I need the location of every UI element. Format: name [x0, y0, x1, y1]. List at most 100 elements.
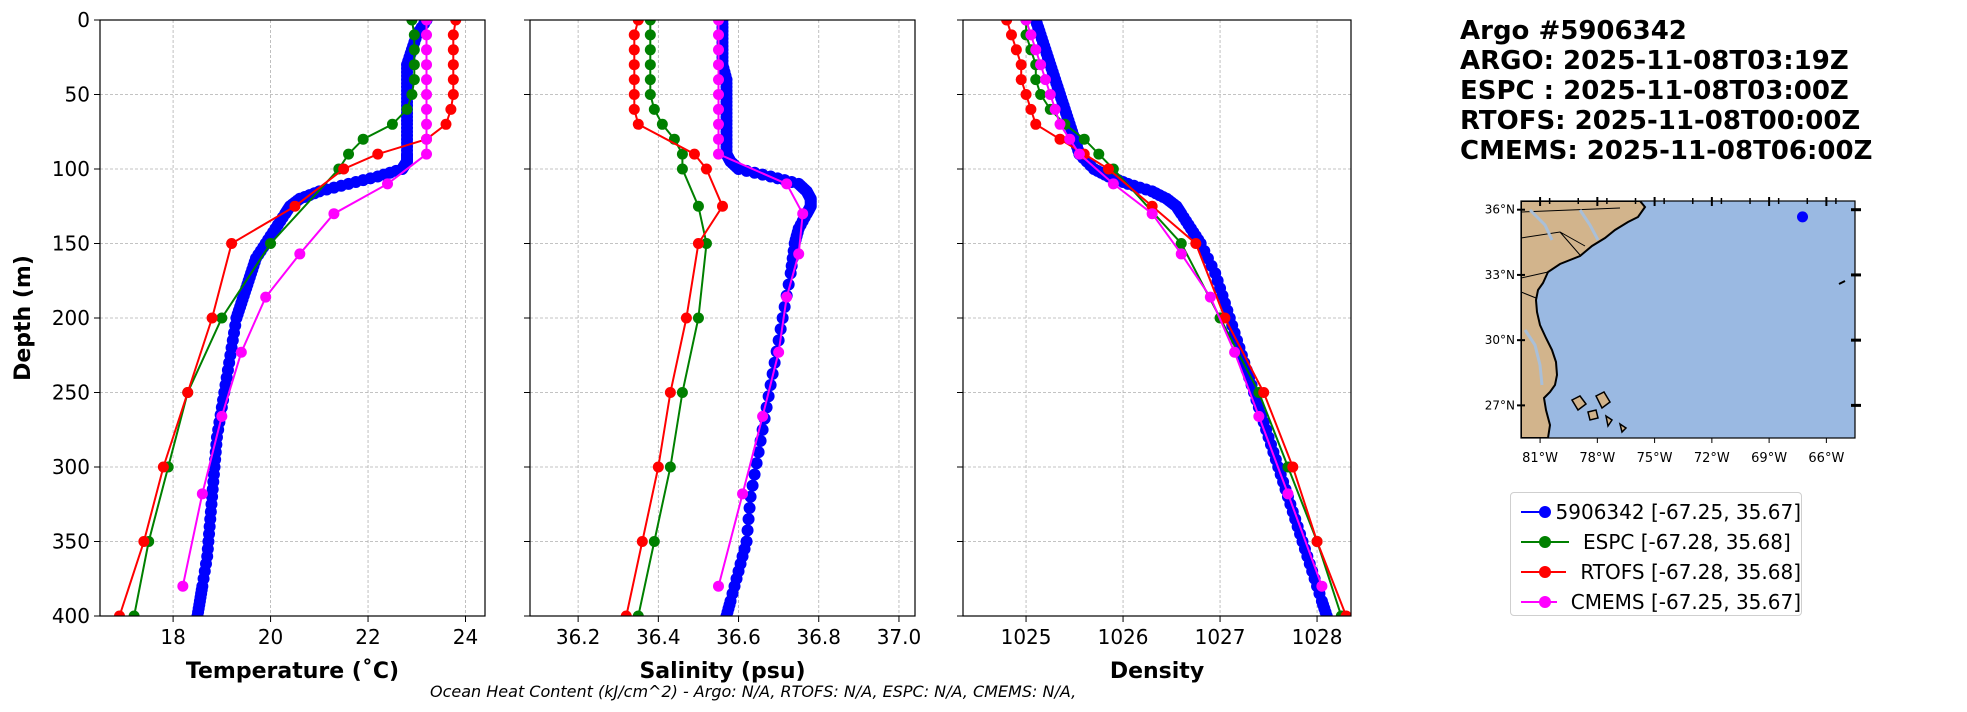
- data-point-cmems: [712, 20, 724, 26]
- data-point-espc: [1035, 89, 1047, 100]
- y-tick-label: 0: [77, 8, 90, 32]
- data-point-espc: [644, 20, 656, 26]
- x-tick-label: 20: [258, 625, 283, 649]
- data-point-rtofs: [206, 312, 218, 324]
- series-group: [1001, 20, 1351, 616]
- map-lon-label: 75°W: [1637, 451, 1673, 466]
- data-point-cmems: [421, 133, 433, 145]
- data-point-cmems: [1054, 118, 1066, 130]
- data-point-espc: [664, 461, 676, 473]
- data-point-cmems: [196, 488, 208, 500]
- data-point-cmems: [1253, 410, 1265, 422]
- map-rivers: [1523, 208, 1600, 386]
- y-axis-label: Depth (m): [11, 255, 36, 381]
- profile-panel-density: 1025 1026 1027 1028 Density: [957, 19, 1352, 684]
- data-point-cmems: [712, 29, 724, 41]
- legend-entry-argo: 5906342 [-67.25, 35.67]: [1511, 497, 1801, 527]
- data-point-5906342: [1320, 610, 1333, 616]
- data-point-rtofs: [1287, 461, 1299, 473]
- data-point-rtofs: [628, 103, 640, 115]
- data-point-cmems: [1039, 74, 1051, 86]
- y-tick-label: 50: [65, 83, 90, 107]
- data-point-cmems: [328, 208, 340, 220]
- data-point-cmems: [216, 410, 228, 422]
- argo-time: ARGO: 2025-11-08T03:19Z: [1460, 46, 1849, 76]
- data-point-espc: [648, 103, 660, 115]
- data-point-espc: [656, 118, 668, 130]
- data-point-rtofs: [1311, 536, 1323, 547]
- y-tick-label: 100: [52, 157, 90, 181]
- data-point-rtofs: [157, 461, 169, 473]
- x-axis-label: Density: [1110, 659, 1204, 684]
- data-point-espc: [676, 387, 688, 398]
- map-land-us-southeast: [1521, 201, 1647, 438]
- data-point-cmems: [712, 44, 724, 56]
- series-group: [113, 20, 462, 616]
- legend-swatch: [1517, 592, 1561, 612]
- x-tick-label: 36.2: [556, 625, 601, 649]
- data-point-espc: [648, 536, 660, 547]
- data-point-rtofs: [717, 200, 728, 212]
- data-point-cmems: [1064, 133, 1076, 145]
- data-point-5906342: [752, 446, 765, 459]
- data-point-rtofs: [628, 59, 640, 71]
- data-point-cmems: [421, 103, 433, 115]
- data-point-rtofs: [1020, 89, 1032, 100]
- data-point-cmems: [1204, 291, 1216, 303]
- data-point-rtofs: [182, 387, 194, 398]
- data-point-cmems: [712, 59, 724, 71]
- data-point-espc: [408, 59, 420, 71]
- data-point-rtofs: [447, 29, 459, 41]
- data-point-5906342: [741, 524, 754, 537]
- legend-swatch: [1517, 532, 1573, 552]
- data-point-rtofs: [445, 103, 457, 115]
- data-point-rtofs: [372, 148, 384, 160]
- data-point-rtofs: [1258, 387, 1270, 398]
- data-point-espc: [676, 163, 688, 175]
- data-point-rtofs: [447, 44, 459, 56]
- legend-label: ESPC [-67.28, 35.68]: [1583, 530, 1791, 554]
- data-point-espc: [408, 74, 420, 86]
- data-point-rtofs: [1219, 312, 1231, 324]
- data-point-cmems: [421, 74, 433, 86]
- data-point-rtofs: [447, 89, 459, 100]
- data-point-5906342: [742, 513, 755, 526]
- data-point-espc: [401, 103, 413, 115]
- data-point-rtofs: [338, 163, 350, 175]
- data-point-cmems: [712, 103, 724, 115]
- data-point-rtofs: [113, 610, 125, 616]
- data-point-cmems: [1020, 20, 1032, 26]
- map-lon-label: 72°W: [1694, 451, 1730, 466]
- series-line-cmems: [181, 20, 428, 587]
- data-point-rtofs: [628, 89, 640, 100]
- data-point-cmems: [793, 248, 805, 260]
- data-point-rtofs: [1054, 133, 1066, 145]
- data-point-cmems: [1146, 208, 1158, 220]
- map-lon-label: 69°W: [1751, 451, 1787, 466]
- data-point-espc: [1030, 74, 1042, 86]
- data-point-espc: [408, 44, 420, 56]
- data-point-rtofs: [138, 536, 150, 547]
- series-line-cmems: [1025, 20, 1323, 587]
- data-point-rtofs: [636, 536, 648, 547]
- data-point-espc: [1078, 133, 1090, 145]
- data-point-cmems: [421, 118, 433, 130]
- data-point-espc: [644, 74, 656, 86]
- x-tick-label: 1028: [1292, 625, 1343, 649]
- y-tick-label: 300: [52, 455, 90, 479]
- y-tick-label: 350: [52, 530, 90, 554]
- data-point-espc: [406, 89, 418, 100]
- y-tick-label: 400: [52, 604, 90, 628]
- data-point-5906342: [743, 501, 756, 514]
- x-tick-label: 22: [355, 625, 380, 649]
- map-bermuda: [1838, 280, 1846, 285]
- data-point-cmems: [781, 178, 793, 190]
- data-point-cmems: [1316, 580, 1328, 592]
- data-point-espc: [406, 20, 418, 26]
- x-axis-label: Temperature (˚C): [186, 659, 399, 684]
- data-point-rtofs: [652, 461, 664, 473]
- data-point-espc: [676, 148, 688, 160]
- data-point-rtofs: [1030, 118, 1042, 130]
- data-point-rtofs: [628, 29, 640, 41]
